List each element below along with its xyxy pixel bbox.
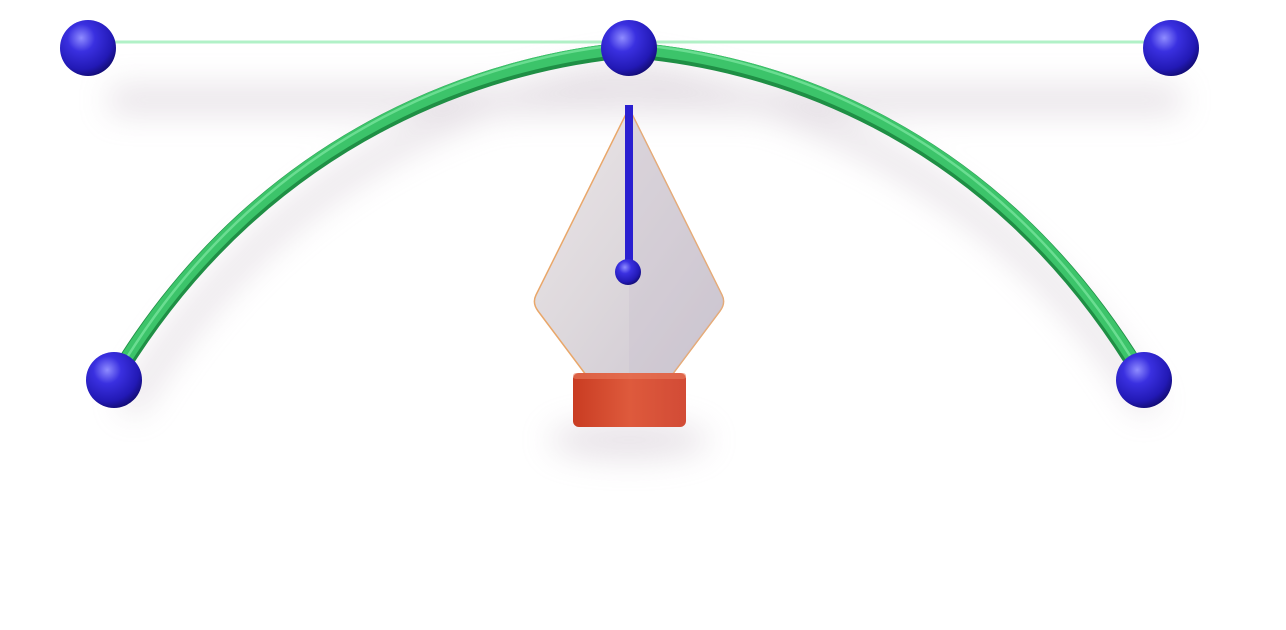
- anchor-point-icon: [86, 352, 142, 408]
- anchor-points: [60, 20, 1199, 408]
- pen-breather-hole: [615, 259, 641, 285]
- pen-nib-icon: [533, 105, 725, 427]
- anchor-point-icon: [601, 20, 657, 76]
- pen-band: [573, 373, 686, 427]
- anchor-point-icon: [60, 20, 116, 76]
- anchor-point-icon: [1116, 352, 1172, 408]
- anchor-point-icon: [1143, 20, 1199, 76]
